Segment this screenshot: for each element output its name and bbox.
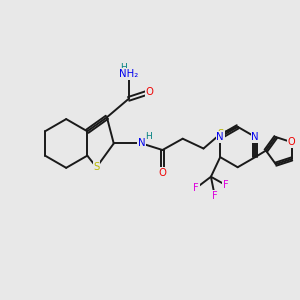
Text: S: S [93,162,100,172]
Text: F: F [212,191,218,201]
Text: H: H [145,132,152,141]
Text: F: F [193,183,199,193]
Text: N: N [251,132,259,142]
Text: F: F [223,180,229,190]
Text: N: N [216,132,224,142]
Text: H: H [120,63,127,72]
Text: NH₂: NH₂ [119,69,138,79]
Text: O: O [146,87,153,97]
Text: O: O [288,137,296,147]
Text: O: O [158,168,166,178]
Text: N: N [138,139,146,148]
Text: S: S [218,129,224,139]
